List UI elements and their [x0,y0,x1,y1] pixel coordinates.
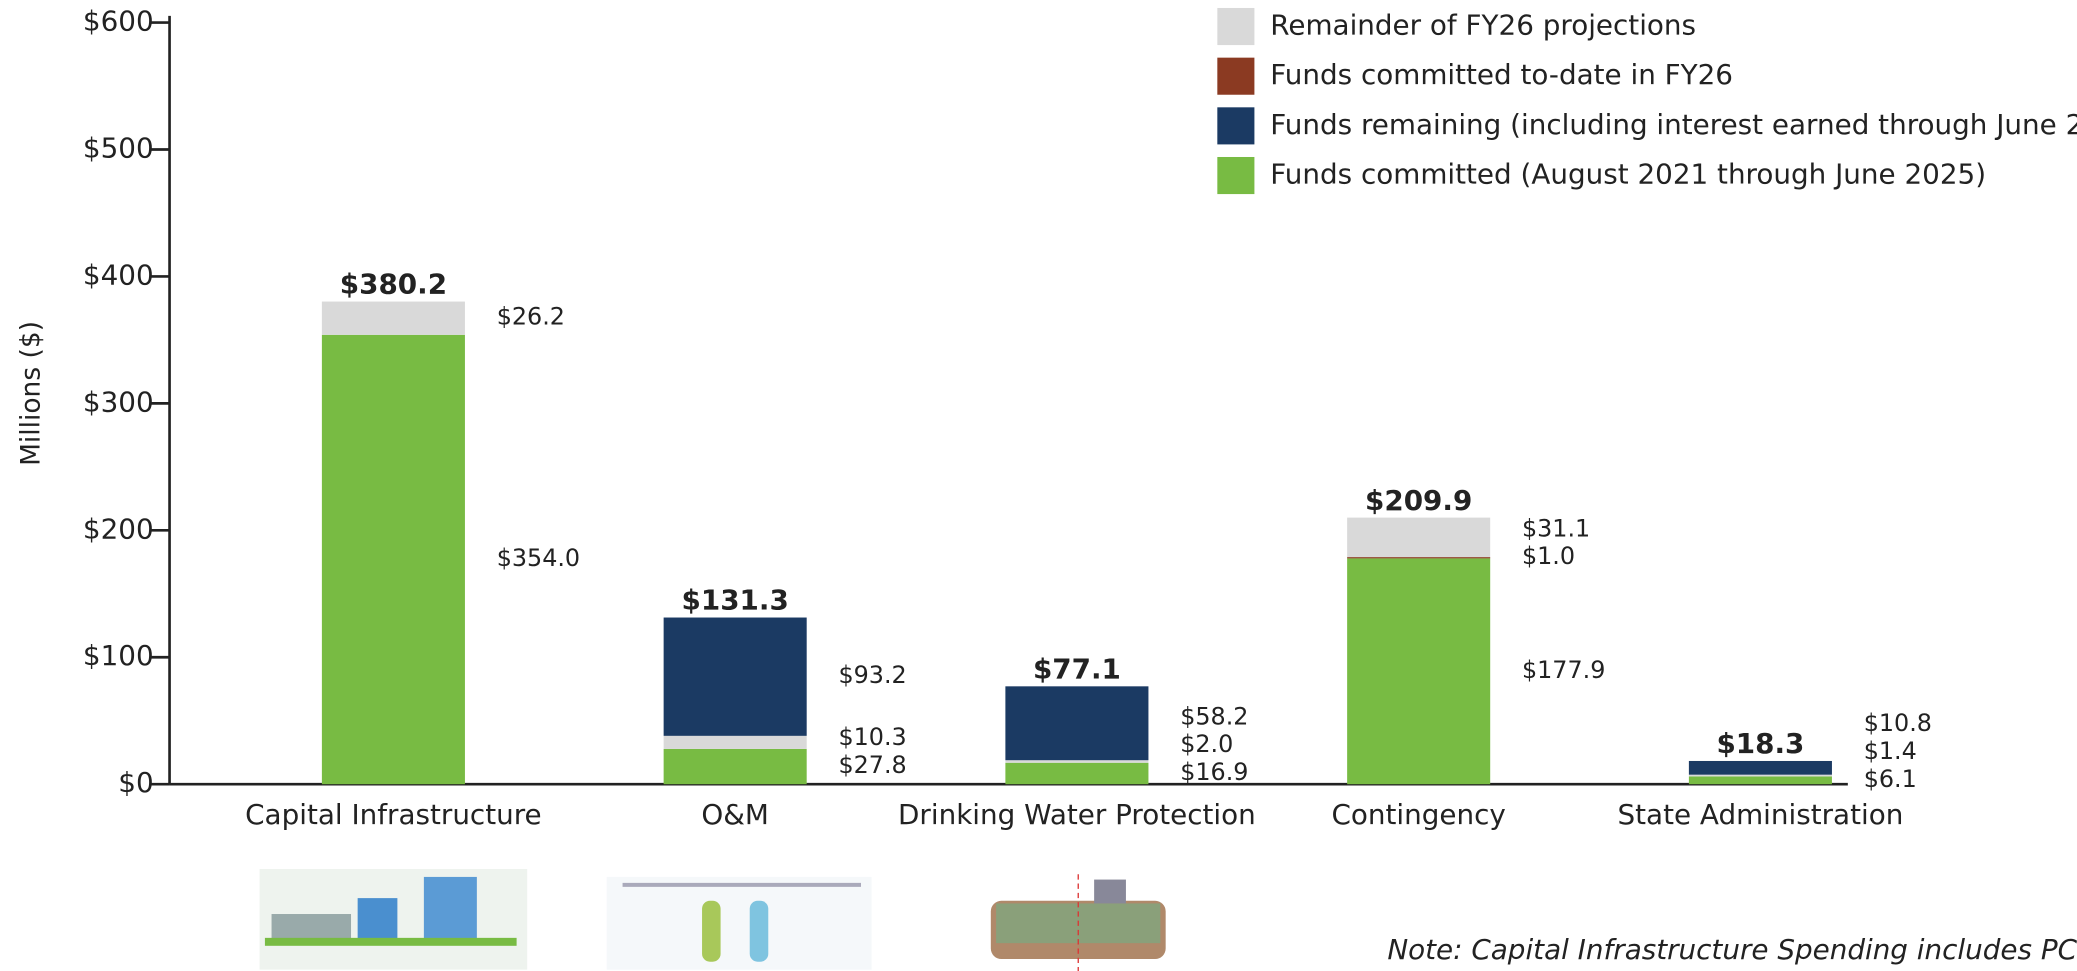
x-tick-label: Capital Infrastructure [245,798,542,831]
y-tick-label: $400 [83,258,154,291]
bar-segment [321,334,465,785]
legend-label: Funds committed (August 2021 through Jun… [1270,158,1986,191]
value-label: $93.2 [838,661,906,689]
total-label: $77.1 [1033,652,1121,685]
icon-capital [259,868,528,970]
bar-segment [1688,774,1832,777]
bar-segment [663,735,807,749]
bar-segment [1688,776,1832,785]
value-label: $10.3 [838,723,906,751]
y-tick-label: $300 [83,385,154,418]
value-label: $1.0 [1522,542,1575,570]
bar-segment [1347,558,1491,785]
icon-water [990,874,1166,971]
legend-label: Funds remaining (including interest earn… [1270,108,2077,141]
bar-segment [1005,686,1149,761]
y-axis-label: Millions ($) [15,321,46,466]
y-tick-label: $200 [83,512,154,545]
x-tick-label: O&M [701,798,769,831]
value-label: $10.8 [1864,709,1932,737]
value-label: $6.1 [1864,765,1917,793]
bar-segment [1005,760,1149,763]
value-label: $27.8 [838,751,906,779]
y-tick-label: $0 [118,766,153,799]
value-label: $2.0 [1180,730,1233,758]
note: Note: Capital Infrastructure Spending in… [1387,933,2077,966]
bar-segment [1005,762,1149,785]
bar-segment [1347,557,1491,559]
value-label: $354.0 [497,544,580,572]
legend-label: Funds committed to-date in FY26 [1270,58,1733,91]
legend-swatch [1217,7,1255,46]
total-label: $18.3 [1716,727,1804,760]
y-tick-label: $600 [83,5,154,38]
bar-segment [663,617,807,736]
icon-om [606,876,872,970]
value-label: $16.9 [1180,758,1248,786]
value-label: $26.2 [497,303,565,331]
bar-segment [321,301,465,335]
value-label: $1.4 [1864,737,1917,765]
value-label: $58.2 [1180,702,1248,730]
y-tick-label: $100 [83,639,154,672]
x-tick-label: State Administration [1618,798,1904,831]
y-tick-label: $500 [83,131,154,164]
total-label: $209.9 [1365,484,1472,517]
total-label: $131.3 [682,584,789,617]
x-tick-label: Drinking Water Protection [898,798,1256,831]
legend-label: Remainder of FY26 projections [1270,9,1696,42]
bar-segment [1688,760,1832,775]
bar-segment [1347,517,1491,558]
total-label: $380.2 [340,268,447,301]
value-label: $31.1 [1522,514,1590,542]
legend-swatch [1217,57,1255,95]
bar-segment [663,748,807,785]
legend-swatch [1217,107,1255,145]
value-label: $177.9 [1522,656,1605,684]
legend-swatch [1217,156,1255,195]
x-tick-label: Contingency [1331,798,1505,831]
